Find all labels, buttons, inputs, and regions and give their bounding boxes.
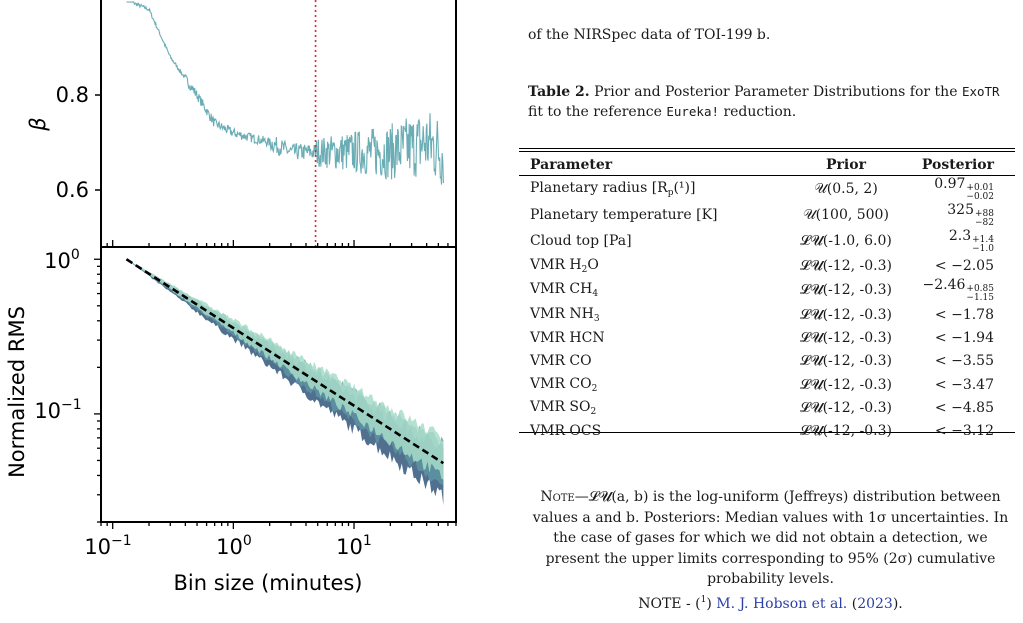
cell-posterior: < −1.78 — [934, 306, 994, 323]
table-row: Planetary radius [Rp(¹)] 𝒰(0.5, 2) 0.97 +0.… — [523, 176, 994, 202]
cell-prior: 𝓛𝓤(-12, -0.3) — [800, 422, 892, 439]
cell-posterior: < −4.85 — [934, 399, 994, 416]
note-body: —𝓛𝓤(a, b) is the log-uniform (Jeffreys) … — [532, 489, 1009, 587]
table-row: VMR HCN 𝓛𝓤(-12, -0.3) < −1.94 — [523, 327, 994, 350]
table-row: VMR CO 𝓛𝓤(-12, -0.3) < −3.55 — [523, 350, 994, 373]
table-row: VMR SO2 𝓛𝓤(-12, -0.3) < −4.85 — [523, 396, 994, 419]
header-parameter: Parameter — [530, 156, 613, 173]
table-top-rule-1 — [519, 148, 1015, 149]
y-tick-label-1e-1: 10−1 — [34, 397, 81, 423]
x-tick-label-1e0: 100 — [216, 533, 252, 559]
rms-panel-frame — [100, 246, 457, 523]
note2-mid: ) — [706, 595, 717, 612]
beta-x-minor-ticks — [100, 240, 457, 247]
cell-parameter: Planetary radius [Rp(¹)] — [530, 180, 696, 199]
beta-rms-figure: 0.8 0.6 β 100 10−1 10−1 100 101 Bin size … — [5, 0, 457, 595]
cell-posterior: < −3.12 — [934, 422, 994, 439]
beta-panel: 0.8 0.6 β — [26, 0, 457, 248]
white-noise-reference-line — [125, 258, 445, 465]
cell-posterior: < −1.94 — [934, 330, 994, 347]
table-note: Note—𝓛𝓤(a, b) is the log-uniform (Jeffre… — [528, 487, 1013, 614]
rms-panel: 100 10−1 10−1 100 101 Bin size (minutes)… — [5, 246, 457, 595]
beta-y-tick-label: 0.6 — [56, 178, 89, 202]
table-row: Planetary temperature [K] 𝒰(100, 500) 325 +… — [523, 202, 994, 228]
cell-parameter: Cloud top [Pa] — [530, 233, 632, 250]
cell-posterior: 2.3 +1.4 −1.0 — [948, 228, 994, 255]
note2-year-open: ( — [847, 595, 858, 612]
beta-y-label: β — [26, 117, 50, 131]
beta-y-tick-label: 0.8 — [56, 83, 89, 107]
cell-parameter: VMR HCN — [530, 330, 605, 347]
note2-sup: 1 — [700, 594, 707, 605]
cell-parameter: VMR CO — [530, 353, 592, 370]
rms-band-light — [126, 259, 444, 480]
cell-posterior: 325 +88 −82 — [947, 202, 994, 229]
cell-posterior: −2.46 +0.85 −1.15 — [922, 277, 995, 304]
note2-prefix: NOTE - ( — [638, 595, 701, 612]
code-eureka: Eureka! — [666, 104, 719, 119]
table-caption-text-a: Prior and Posterior Parameter Distributi… — [594, 84, 962, 100]
figure: 0.8 0.6 β 100 10−1 10−1 100 101 Bin size … — [0, 0, 480, 623]
cell-posterior: < −2.05 — [934, 257, 994, 274]
cell-prior: 𝓛𝓤(-12, -0.3) — [800, 399, 892, 416]
table-caption: Table 2. Prior and Posterior Parameter D… — [528, 82, 1013, 122]
cell-parameter: Planetary temperature [K] — [530, 207, 718, 224]
rms-band-dark — [126, 259, 444, 506]
hobson-year-link[interactable]: 2023 — [857, 595, 893, 612]
cell-prior: 𝓛𝓤(-12, -0.3) — [800, 330, 892, 347]
table-row: VMR CH4 𝓛𝓤(-12, -0.3) −2.46 +0.85 −1.15 — [523, 277, 994, 303]
cell-prior: 𝓛𝓤(-12, -0.3) — [800, 306, 892, 323]
table-caption-text-c: reduction. — [719, 104, 797, 120]
cell-posterior: 0.97 +0.01 −0.02 — [934, 176, 994, 203]
table-caption-text-b: fit to the reference — [528, 104, 667, 120]
table-row: VMR OCS 𝓛𝓤(-12, -0.3) < −3.12 — [523, 419, 994, 442]
cell-prior: 𝓛𝓤(-12, -0.3) — [800, 282, 892, 299]
beta-line — [126, 1, 444, 185]
table-row: Cloud top [Pa] 𝓛𝓤(-1.0, 6.0) 2.3 +1.4 −1.0 — [523, 228, 994, 254]
rms-y-label: Normalized RMS — [5, 306, 29, 478]
cell-parameter: VMR SO2 — [530, 398, 597, 417]
table-header-rule — [519, 175, 1015, 176]
rms-band-mid — [126, 259, 444, 486]
cell-parameter: VMR CH4 — [530, 281, 599, 300]
beta-y-ticks: 0.8 0.6 — [56, 83, 101, 202]
rms-ticks — [94, 258, 457, 529]
table-header-row: Parameter Prior Posterior — [523, 153, 994, 176]
table-bottom-rule — [519, 432, 1015, 433]
header-posterior: Posterior — [921, 156, 994, 173]
table-row: VMR H2O 𝓛𝓤(-12, -0.3) < −2.05 — [523, 254, 994, 277]
x-tick-label-1e-1: 10−1 — [84, 533, 131, 559]
x-axis-label: Bin size (minutes) — [173, 571, 362, 595]
note2-end: ). — [892, 595, 903, 612]
header-prior: Prior — [826, 156, 866, 173]
code-exotr: ExoTR — [961, 84, 1000, 99]
note-lead: Note — [540, 489, 575, 505]
cell-prior: 𝓛𝓤(-12, -0.3) — [800, 376, 892, 393]
cell-posterior: < −3.55 — [934, 353, 994, 370]
previous-figure-caption-tail: of the NIRSpec data of TOI-199 b. — [528, 27, 771, 43]
cell-prior: 𝓛𝓤(-12, -0.3) — [800, 257, 892, 274]
table-row: VMR NH3 𝓛𝓤(-12, -0.3) < −1.78 — [523, 303, 994, 326]
cell-parameter: VMR OCS — [530, 422, 602, 439]
table-row: VMR CO2 𝓛𝓤(-12, -0.3) < −3.47 — [523, 373, 994, 396]
cell-parameter: VMR CO2 — [530, 375, 598, 394]
cell-prior: 𝓛𝓤(-12, -0.3) — [800, 353, 892, 370]
cell-prior: 𝒰(100, 500) — [803, 207, 889, 224]
cell-parameter: VMR H2O — [530, 256, 599, 275]
parameter-table: Parameter Prior Posterior Planetary radi… — [523, 153, 994, 443]
beta-panel-frame — [100, 0, 457, 248]
cell-prior: 𝓛𝓤(-1.0, 6.0) — [800, 233, 892, 250]
cell-parameter: VMR NH3 — [530, 305, 600, 324]
table-top-rule-2 — [519, 151, 1015, 152]
hobson-citation-link[interactable]: M. J. Hobson et al. — [716, 595, 848, 612]
cell-prior: 𝒰(0.5, 2) — [814, 181, 878, 198]
x-tick-label-1e1: 101 — [336, 533, 372, 559]
beta-series — [126, 1, 444, 185]
y-tick-label-1e0: 100 — [44, 247, 80, 273]
table-label: Table 2. — [528, 84, 590, 100]
cell-posterior: < −3.47 — [934, 376, 994, 393]
